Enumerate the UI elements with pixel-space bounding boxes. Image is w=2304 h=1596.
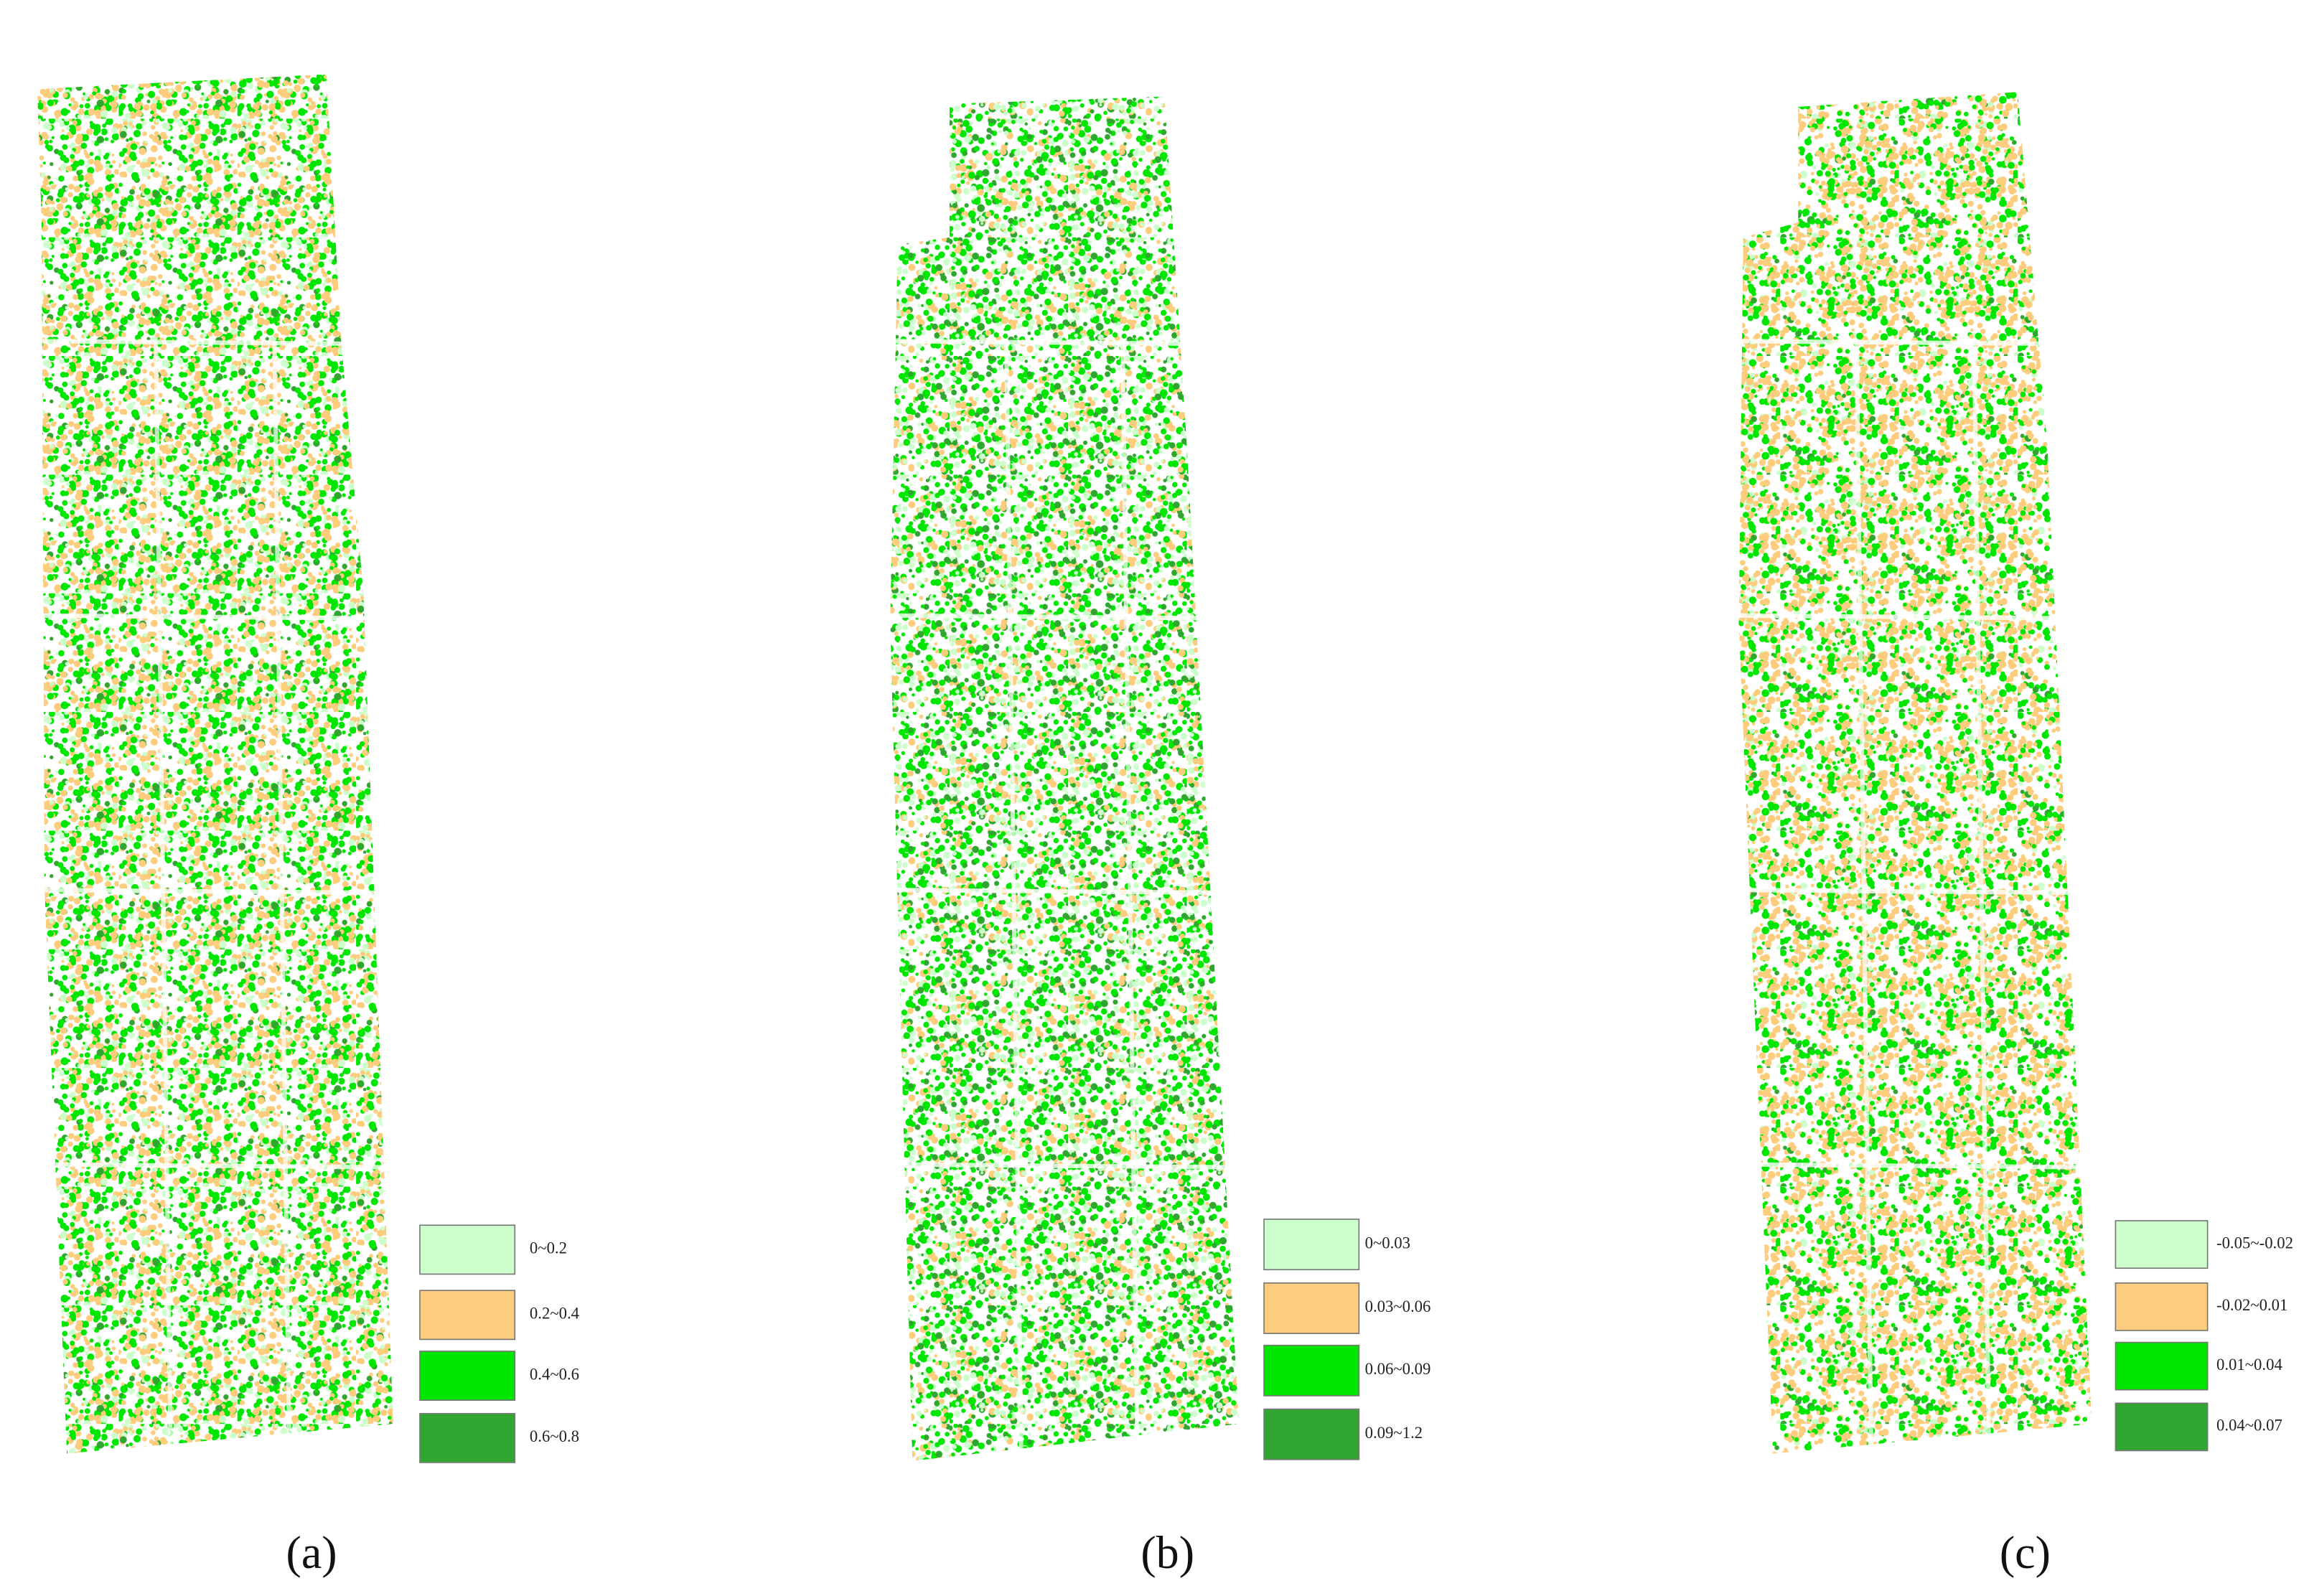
- legend-swatch: [419, 1412, 516, 1463]
- plot-border: [890, 888, 1239, 896]
- legend-label: 0~0.03: [1365, 1234, 1410, 1252]
- plot-border: [272, 341, 292, 1454]
- legend-swatch: [419, 1351, 516, 1401]
- legend-swatch: [1263, 1282, 1360, 1334]
- legend-swatch: [2115, 1282, 2209, 1331]
- plot-border: [1738, 1162, 2092, 1170]
- legend-label: -0.05~-0.02: [2216, 1234, 2293, 1252]
- legend-label: 0.2~0.4: [530, 1305, 579, 1323]
- legend-label: 0.03~0.06: [1365, 1297, 1431, 1315]
- legend-swatch: [2115, 1220, 2209, 1269]
- plot-border: [1120, 341, 1140, 1454]
- legend-label: 0.09~1.2: [1365, 1424, 1423, 1442]
- plot-border: [37, 613, 393, 621]
- plot-border: [1003, 341, 1024, 1454]
- map-panel: [37, 74, 393, 1454]
- legend-label: 0~0.2: [530, 1239, 567, 1257]
- map-panel: [890, 96, 1239, 1461]
- legend-label: 0.06~0.09: [1365, 1360, 1431, 1378]
- plot-border: [153, 341, 173, 1454]
- plot-border: [1738, 339, 2092, 347]
- plot-border: [1738, 613, 2092, 621]
- plot-border: [890, 613, 1239, 621]
- legend-swatch: [2115, 1402, 2209, 1452]
- legend-label: 0.6~0.8: [530, 1427, 579, 1445]
- legend-swatch: [419, 1224, 516, 1275]
- legend-label: 0.4~0.6: [530, 1365, 579, 1383]
- plot-border: [890, 339, 1239, 347]
- field-map: [37, 74, 393, 1454]
- panel-caption: (a): [286, 1527, 337, 1578]
- legend-swatch: [2115, 1341, 2209, 1391]
- plot-border: [1972, 341, 1992, 1454]
- panel-caption: (c): [2000, 1527, 2051, 1578]
- legend-label: 0.04~0.07: [2216, 1417, 2282, 1435]
- plot-border: [1854, 341, 1874, 1454]
- plot-border: [37, 1162, 393, 1170]
- plot-border: [37, 339, 393, 347]
- plot-border: [37, 888, 393, 896]
- plot-border: [1738, 888, 2092, 896]
- legend-swatch: [1263, 1344, 1360, 1396]
- field-map: [1738, 92, 2092, 1454]
- legend-label: -0.02~0.01: [2216, 1296, 2287, 1314]
- map-panel: [1738, 92, 2092, 1454]
- field-map: [890, 96, 1239, 1461]
- legend-label: 0.01~0.04: [2216, 1356, 2282, 1374]
- legend-swatch: [1263, 1219, 1360, 1271]
- plot-border: [890, 1162, 1239, 1170]
- legend-swatch: [1263, 1408, 1360, 1460]
- panel-caption: (b): [1141, 1527, 1194, 1578]
- legend-swatch: [419, 1290, 516, 1341]
